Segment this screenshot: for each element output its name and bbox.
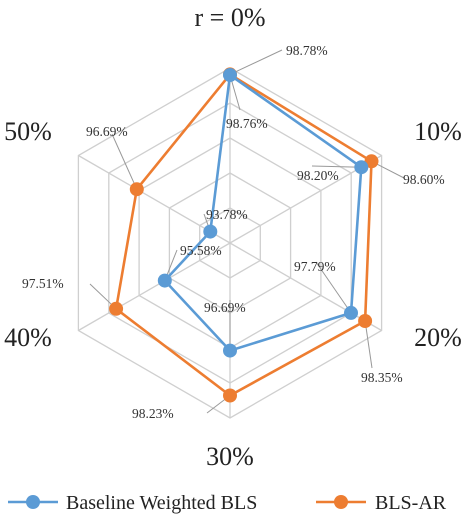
legend-item-baseline: Baseline Weighted BLS	[8, 492, 257, 514]
point-s1-5	[129, 182, 144, 197]
data-label-s0-5: 93.78%	[206, 207, 248, 222]
legend: Baseline Weighted BLS BLS-AR	[8, 492, 447, 514]
axis-label-2: 20%	[414, 323, 462, 352]
data-label-s1-5: 96.69%	[86, 124, 128, 139]
leader-s1-5	[111, 133, 138, 190]
point-s0-4	[157, 273, 172, 288]
data-label-s0-1: 98.20%	[297, 168, 339, 183]
data-label-s0-0: 98.76%	[226, 116, 268, 131]
data-label-s0-3: 96.69%	[204, 300, 246, 315]
point-s0-5	[203, 224, 218, 239]
data-label-s1-0: 98.78%	[286, 43, 328, 58]
point-s1-1	[364, 154, 379, 169]
legend-label-bls-ar: BLS-AR	[375, 492, 447, 514]
point-s0-3	[223, 343, 237, 358]
axis-label-1: 10%	[414, 117, 462, 146]
leader-s0-2	[315, 261, 352, 314]
data-label-s1-4: 97.51%	[22, 276, 64, 291]
leader-s0-1	[311, 165, 362, 168]
leader-s1-0	[229, 49, 283, 75]
leader-s1-2	[364, 320, 373, 369]
axis-labels: r = 0% 10% 20% 30% 40% 50%	[4, 3, 462, 471]
spoke-2	[229, 242, 382, 332]
point-s1-2	[358, 314, 373, 328]
axis-label-4: 40%	[4, 323, 52, 352]
legend-item-bls-ar: BLS-AR	[316, 492, 447, 514]
data-label-s0-2: 97.79%	[294, 259, 336, 274]
data-label-s1-2: 98.35%	[361, 370, 403, 385]
series-layer	[109, 67, 379, 403]
point-s1-3	[223, 388, 237, 403]
label-leader-lines	[89, 49, 405, 414]
point-s0-0	[223, 68, 237, 82]
data-labels: 98.78% 98.60% 98.35% 98.23% 97.51% 96.69…	[22, 43, 445, 421]
data-label-s1-3: 98.23%	[132, 406, 174, 421]
data-label-s0-4: 95.58%	[180, 243, 222, 258]
axis-label-3: 30%	[206, 442, 254, 471]
axis-label-0: r = 0%	[195, 3, 266, 32]
legend-swatch-marker-bls-ar	[334, 495, 348, 509]
legend-label-baseline: Baseline Weighted BLS	[66, 492, 257, 514]
point-s0-2	[344, 305, 358, 320]
spoke-4	[78, 242, 231, 332]
data-label-s1-1: 98.60%	[403, 172, 445, 187]
axis-label-5: 50%	[4, 117, 52, 146]
legend-swatch-marker-baseline	[26, 495, 40, 509]
point-s1-4	[109, 301, 124, 316]
point-s0-1	[354, 160, 369, 175]
